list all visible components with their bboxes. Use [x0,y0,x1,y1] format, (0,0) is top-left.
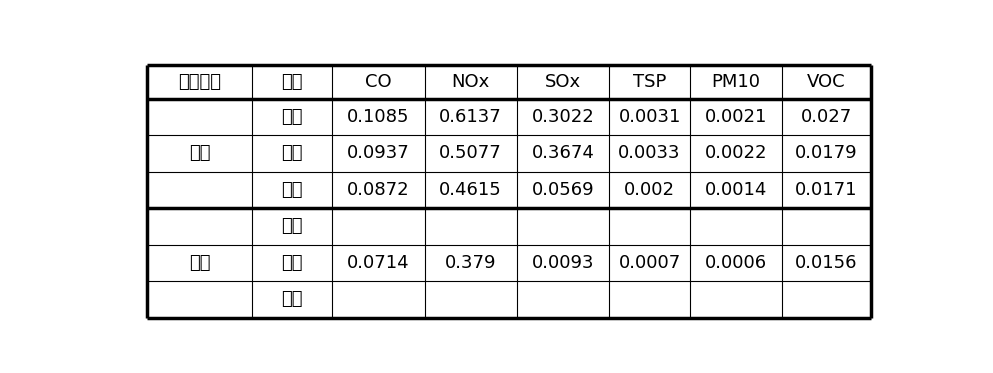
Text: 0.0022: 0.0022 [705,144,768,162]
Text: 0.0872: 0.0872 [347,181,409,199]
Text: 기존: 기존 [189,144,211,162]
Text: 0.0179: 0.0179 [795,144,858,162]
Text: PM10: PM10 [711,73,761,91]
Text: 0.0156: 0.0156 [795,254,858,272]
Text: 0.3022: 0.3022 [532,108,595,126]
Text: 0.002: 0.002 [624,181,675,199]
Text: TSP: TSP [633,73,666,91]
Text: 0.0093: 0.0093 [532,254,595,272]
Text: 0.0014: 0.0014 [705,181,768,199]
Text: NOx: NOx [452,73,490,91]
Text: 0.1085: 0.1085 [347,108,409,126]
Text: 시도: 시도 [281,73,303,91]
Text: 인천: 인천 [281,144,303,162]
Text: 0.6137: 0.6137 [439,108,502,126]
Text: 0.0714: 0.0714 [347,254,409,272]
Text: 0.3674: 0.3674 [531,144,595,162]
Text: 0.4615: 0.4615 [439,181,502,199]
Text: 전망지표: 전망지표 [178,73,221,91]
Text: 0.0031: 0.0031 [619,108,681,126]
Text: 0.5077: 0.5077 [439,144,502,162]
Text: VOC: VOC [807,73,846,91]
Text: 0.0006: 0.0006 [705,254,767,272]
Text: CO: CO [365,73,391,91]
Text: 서울: 서울 [281,108,303,126]
Text: 0.0569: 0.0569 [532,181,595,199]
Text: 0.0007: 0.0007 [619,254,680,272]
Text: 서울: 서울 [281,217,303,235]
Text: 인천: 인천 [281,254,303,272]
Text: 수정: 수정 [189,254,211,272]
Text: 0.0021: 0.0021 [705,108,768,126]
Text: 경기: 경기 [281,290,303,308]
Text: 0.0033: 0.0033 [619,144,681,162]
Text: 0.0171: 0.0171 [795,181,858,199]
Text: 0.379: 0.379 [445,254,496,272]
Text: 0.0937: 0.0937 [347,144,410,162]
Text: 0.027: 0.027 [800,108,852,126]
Text: SOx: SOx [545,73,581,91]
Text: 경기: 경기 [281,181,303,199]
